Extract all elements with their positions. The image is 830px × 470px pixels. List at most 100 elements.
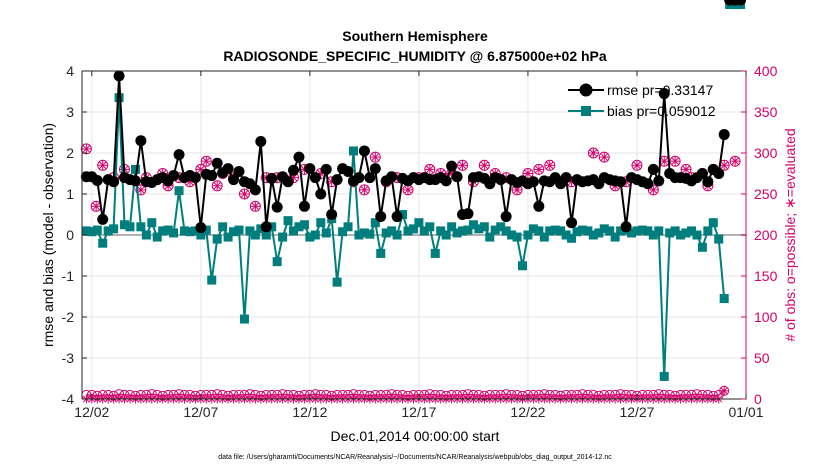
bias-point (708, 218, 718, 228)
rmse-point (718, 129, 730, 141)
bias-point (310, 230, 320, 240)
bias-point (147, 218, 157, 228)
rmse-point (260, 221, 272, 233)
bias-point (588, 230, 598, 240)
rmse-point (713, 168, 725, 179)
bias-point (207, 275, 217, 285)
y-left-tick-label: -4 (62, 391, 75, 407)
asterisk-stroke (202, 157, 211, 166)
bias-point (305, 232, 315, 242)
bias-point (414, 218, 424, 228)
y-right-tick-label: 250 (754, 186, 778, 202)
rmse-point (249, 184, 261, 196)
evaluated-obs-upper-marker (670, 156, 681, 167)
rmse-point (282, 176, 294, 188)
bias-point (316, 218, 326, 228)
bias-point (637, 225, 647, 235)
rmse-point (168, 170, 180, 182)
bias-point (627, 228, 637, 238)
x-tick-label: 12/02 (74, 404, 109, 420)
bias-point (479, 222, 489, 232)
bias-point (348, 146, 358, 156)
rmse-point (108, 176, 120, 188)
asterisk-stroke (98, 161, 107, 170)
rmse-point (315, 188, 327, 200)
rmse-point (173, 149, 185, 161)
bias-point (169, 228, 179, 238)
rmse-point (735, 0, 747, 6)
bias-point (250, 230, 260, 240)
bias-point (545, 226, 555, 236)
bias-point (665, 228, 675, 238)
asterisk-stroke (196, 165, 205, 174)
x-tick-label: 12/17 (401, 404, 436, 420)
rmse-point (331, 174, 343, 186)
bias-point (599, 224, 609, 234)
asterisk-stroke (589, 149, 598, 157)
bias-point (463, 225, 473, 235)
rmse-point (451, 171, 463, 183)
rmse-point (566, 217, 578, 229)
rmse-point (696, 168, 708, 179)
asterisk-stroke (545, 161, 554, 170)
rmse-point (255, 136, 267, 148)
bias-point (605, 226, 615, 236)
bias-point (196, 230, 206, 240)
bias-point (201, 225, 211, 235)
chart-title: Southern Hemisphere (342, 28, 488, 44)
rmse-series (80, 0, 747, 234)
asterisk-stroke (534, 165, 543, 174)
bias-point (692, 230, 702, 240)
rmse-point (375, 211, 387, 223)
x-tick-label: 12/27 (619, 404, 654, 420)
bias-point (152, 232, 162, 242)
bias-point (294, 222, 304, 232)
rmse-point (266, 172, 278, 184)
rmse-point (91, 174, 103, 186)
bias-point (212, 234, 222, 244)
bias-point (234, 225, 244, 235)
rmse-point (642, 178, 654, 190)
data-file-footnote: data file: /Users/gharamti/Documents/NCA… (218, 454, 612, 461)
asterisk-stroke (633, 161, 641, 170)
asterisk-stroke (251, 202, 260, 211)
rmse-point (440, 175, 452, 187)
evaluated-obs-upper-marker (533, 164, 544, 175)
asterisk-stroke (404, 186, 412, 194)
y-right-tick-label: 100 (754, 309, 778, 325)
evaluated-obs-upper-marker (479, 160, 490, 171)
y-right-tick-label: 400 (754, 63, 778, 79)
bias-point (610, 232, 620, 242)
asterisk-stroke (425, 165, 434, 174)
y-left-tick-label: 3 (66, 104, 74, 120)
evaluated-obs-marker (719, 386, 729, 396)
bias-point (703, 226, 713, 236)
rmse-point (386, 171, 398, 183)
bias-point (659, 371, 669, 381)
bias-point (218, 222, 228, 232)
rmse-point (658, 88, 670, 100)
bias-point (654, 226, 664, 236)
bias-point (441, 230, 451, 240)
bias-point (550, 225, 560, 235)
bias-series (81, 0, 746, 381)
x-tick-label: 12/12 (292, 404, 327, 420)
bias-point (141, 230, 151, 240)
bias-point (261, 230, 271, 240)
y-left-tick-label: -2 (62, 309, 75, 325)
right-axis: 0 50 100 150 200 250 300 350 400 (741, 63, 778, 407)
legend-rmse-label: rmse pr=0.33147 (607, 82, 713, 98)
bias-point (594, 228, 604, 238)
evaluated-obs-upper-marker (250, 201, 261, 212)
bias-point (179, 226, 189, 236)
y-left-tick-label: 2 (66, 145, 74, 161)
rmse-point (288, 164, 300, 176)
asterisk-stroke (82, 145, 91, 153)
rmse-point (135, 135, 147, 147)
rmse-point (211, 157, 223, 169)
bias-point (419, 226, 429, 236)
rmse-point (369, 163, 381, 175)
bias-point (686, 226, 696, 236)
bias-point (507, 230, 517, 240)
